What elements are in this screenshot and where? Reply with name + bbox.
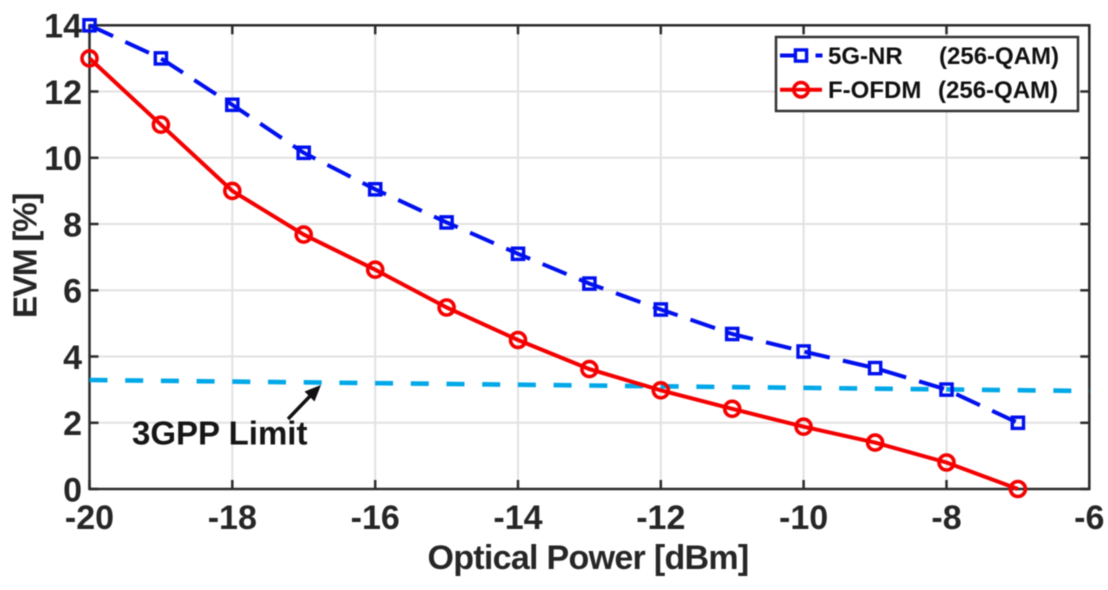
svg-text:0: 0	[63, 471, 82, 509]
svg-text:-6: -6	[1074, 499, 1104, 537]
svg-text:14: 14	[44, 8, 82, 46]
svg-text:6: 6	[63, 273, 82, 311]
svg-text:-20: -20	[65, 499, 114, 537]
svg-text:-8: -8	[931, 499, 961, 537]
svg-text:F-OFDM: F-OFDM	[828, 77, 921, 104]
svg-text:5G-NR: 5G-NR	[828, 43, 903, 70]
svg-text:-10: -10	[779, 499, 828, 537]
svg-text:3GPP Limit: 3GPP Limit	[132, 414, 307, 451]
svg-text:12: 12	[44, 74, 82, 112]
svg-text:-14: -14	[493, 499, 542, 537]
svg-text:(256-QAM): (256-QAM)	[939, 43, 1059, 70]
svg-text:EVM [%]: EVM [%]	[8, 194, 45, 318]
svg-text:(256-QAM): (256-QAM)	[938, 77, 1058, 104]
svg-text:10: 10	[44, 140, 82, 178]
svg-text:2: 2	[63, 405, 82, 443]
svg-text:-12: -12	[636, 499, 685, 537]
svg-text:8: 8	[63, 206, 82, 244]
svg-text:-18: -18	[208, 499, 257, 537]
svg-text:-16: -16	[351, 499, 400, 537]
svg-text:4: 4	[63, 339, 82, 377]
svg-text:Optical Power [dBm]: Optical Power [dBm]	[427, 539, 748, 577]
